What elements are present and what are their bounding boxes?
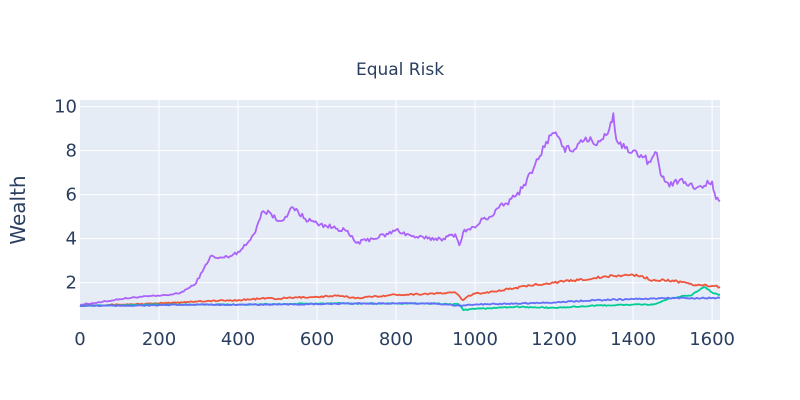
x-tick-label: 1600 bbox=[689, 329, 735, 350]
series-lines bbox=[79, 112, 721, 311]
x-tick-label: 200 bbox=[142, 329, 176, 350]
x-tick-label: 1400 bbox=[610, 329, 656, 350]
series-line bbox=[79, 296, 721, 308]
y-axis-title: Wealth bbox=[6, 175, 30, 244]
y-tick-label: 10 bbox=[54, 97, 77, 118]
plot-area bbox=[80, 100, 720, 320]
x-tick-label: 1200 bbox=[531, 329, 577, 350]
series-line bbox=[79, 273, 721, 308]
gridlines bbox=[80, 100, 720, 320]
y-tick-label: 4 bbox=[66, 229, 77, 250]
tick-labels: 0 200 400 600 800 1000 1200 1400 1600 2 4 6 8 10 bbox=[54, 97, 735, 350]
chart-title: Equal Risk bbox=[356, 60, 444, 80]
y-tick-label: 6 bbox=[66, 185, 77, 206]
x-tick-label: 600 bbox=[300, 329, 334, 350]
x-tick-label: 800 bbox=[379, 329, 413, 350]
x-tick-label: 1000 bbox=[452, 329, 498, 350]
series-line bbox=[79, 112, 721, 306]
x-tick-label: 400 bbox=[221, 329, 255, 350]
y-tick-label: 8 bbox=[66, 141, 77, 162]
x-tick-label: 0 bbox=[74, 329, 85, 350]
y-tick-label: 2 bbox=[66, 273, 77, 294]
